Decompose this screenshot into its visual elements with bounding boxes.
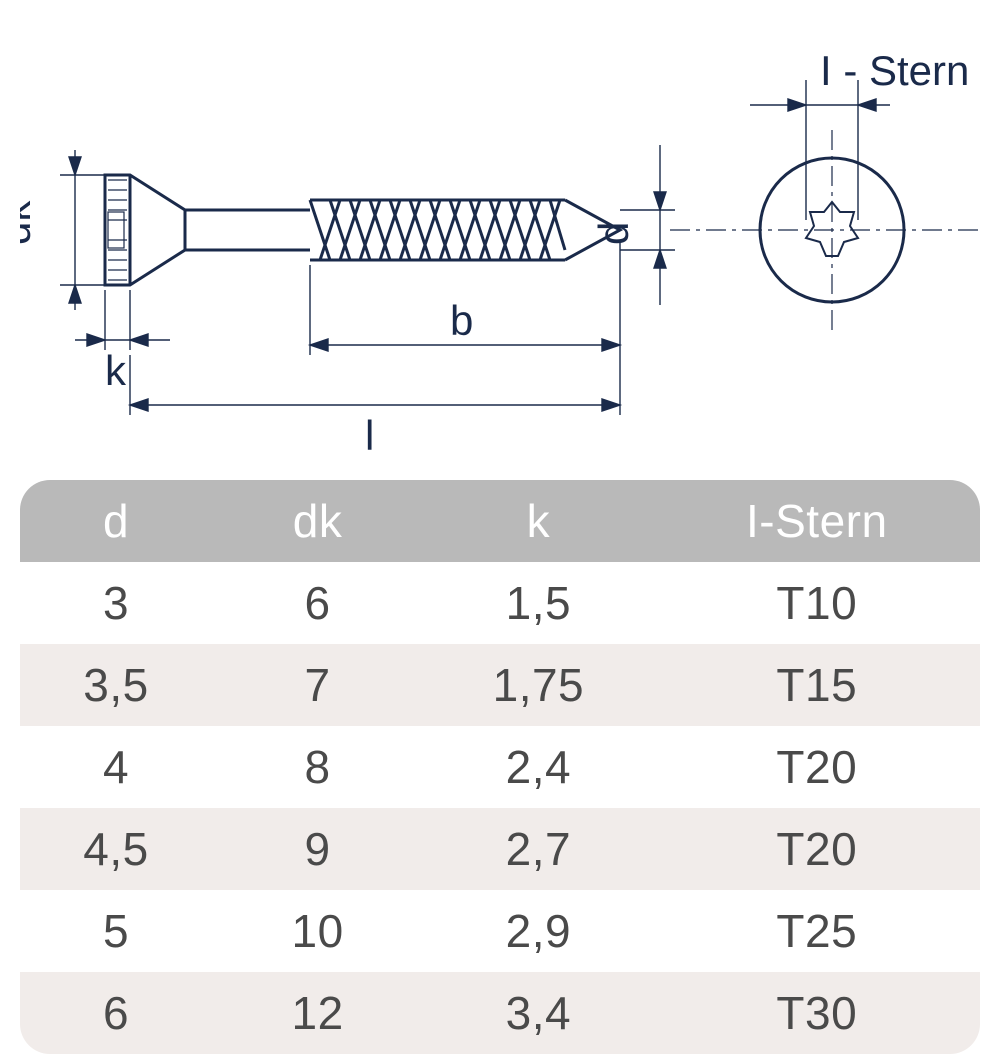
table-row: 4 8 2,4 T20 [20, 726, 980, 808]
cell: T10 [654, 562, 980, 644]
table-row: 6 12 3,4 T30 [20, 972, 980, 1054]
cell: 6 [20, 972, 212, 1054]
cell: 9 [212, 808, 423, 890]
cell: 10 [212, 890, 423, 972]
label-dk: dk [20, 200, 39, 245]
page: dk k b l d I - Stern d dk k I-Stern [0, 0, 1000, 1000]
col-istern: I-Stern [654, 480, 980, 562]
cell: 2,9 [423, 890, 653, 972]
col-dk: dk [212, 480, 423, 562]
cell: T20 [654, 808, 980, 890]
screw-diagram: dk k b l d I - Stern [20, 50, 980, 450]
cell: 7 [212, 644, 423, 726]
cell: 1,5 [423, 562, 653, 644]
cell: 12 [212, 972, 423, 1054]
cell: 3 [20, 562, 212, 644]
cell: 2,7 [423, 808, 653, 890]
table-row: 5 10 2,9 T25 [20, 890, 980, 972]
table-row: 3 6 1,5 T10 [20, 562, 980, 644]
label-b: b [450, 297, 473, 344]
dimension-table: d dk k I-Stern 3 6 1,5 T10 3,5 7 1,75 T1 [20, 480, 980, 1054]
label-d: d [590, 222, 637, 245]
label-k: k [105, 347, 127, 394]
cell: T20 [654, 726, 980, 808]
cell: 4 [20, 726, 212, 808]
cell: T15 [654, 644, 980, 726]
table-row: 4,5 9 2,7 T20 [20, 808, 980, 890]
cell: 3,4 [423, 972, 653, 1054]
label-l: l [365, 412, 374, 450]
label-istern: I - Stern [820, 50, 969, 94]
cell: 5 [20, 890, 212, 972]
cell: 8 [212, 726, 423, 808]
cell: T30 [654, 972, 980, 1054]
cell: T25 [654, 890, 980, 972]
table: d dk k I-Stern 3 6 1,5 T10 3,5 7 1,75 T1 [20, 480, 980, 1054]
table-header-row: d dk k I-Stern [20, 480, 980, 562]
cell: 2,4 [423, 726, 653, 808]
table-row: 3,5 7 1,75 T15 [20, 644, 980, 726]
cell: 1,75 [423, 644, 653, 726]
cell: 3,5 [20, 644, 212, 726]
cell: 4,5 [20, 808, 212, 890]
cell: 6 [212, 562, 423, 644]
col-k: k [423, 480, 653, 562]
col-d: d [20, 480, 212, 562]
